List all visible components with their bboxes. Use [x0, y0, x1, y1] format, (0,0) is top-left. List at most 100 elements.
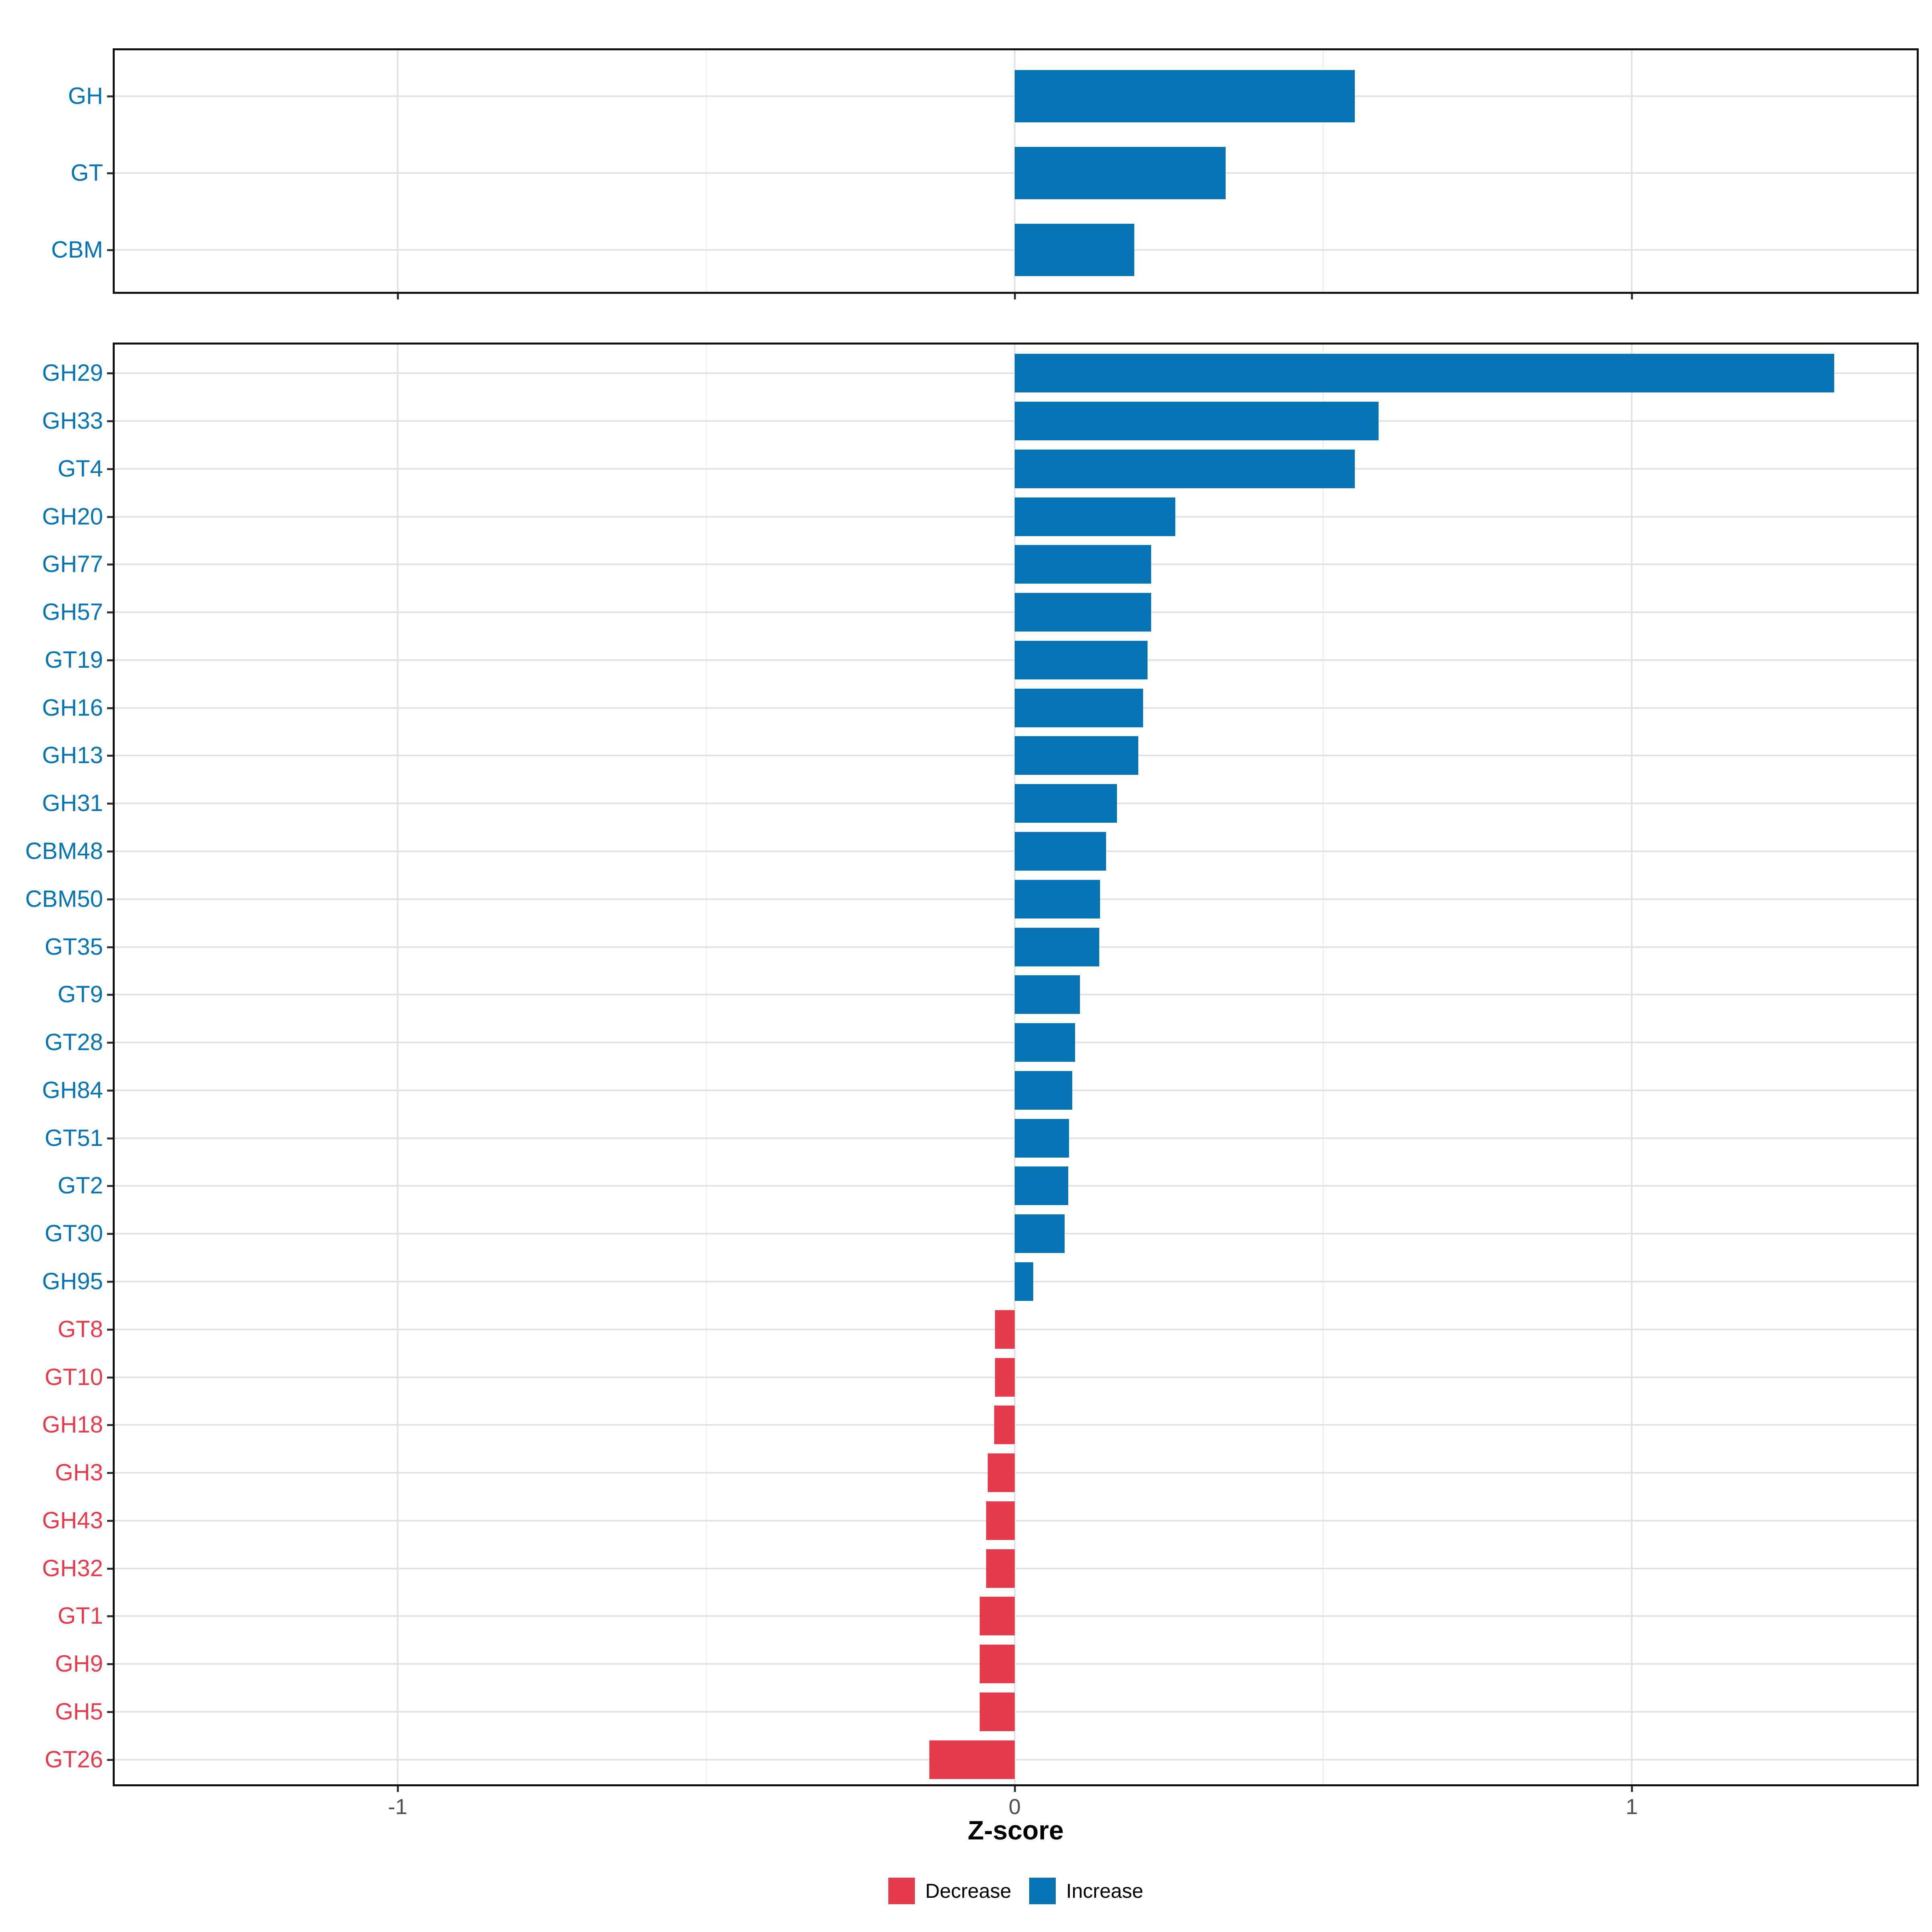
- bar-GT4: [1015, 449, 1355, 488]
- y-tick-mark-GH57: [107, 611, 113, 614]
- bar-CBM48: [1015, 832, 1106, 871]
- category-label-GH13: GH13: [42, 742, 103, 769]
- y-tick-mark-GH18: [107, 1424, 113, 1426]
- bar-GH9: [979, 1645, 1015, 1684]
- category-label-GT1: GT1: [58, 1603, 103, 1629]
- category-label-GT8: GT8: [58, 1316, 103, 1342]
- bar-GH: [1015, 70, 1355, 123]
- bar-GH31: [1015, 784, 1117, 823]
- y-tick-mark-CBM: [107, 249, 113, 251]
- x-tick-label: -1: [388, 1795, 407, 1819]
- y-tick-mark-GH9: [107, 1663, 113, 1666]
- legend-label-decrease: Decrease: [925, 1880, 1011, 1902]
- legend: Decrease Increase: [113, 1871, 1919, 1911]
- bar-GH20: [1015, 497, 1175, 536]
- category-label-GH84: GH84: [42, 1077, 103, 1103]
- category-label-GH29: GH29: [42, 360, 103, 386]
- gridline-major-x: [1631, 345, 1633, 1784]
- category-label-GH77: GH77: [42, 551, 103, 578]
- x-tick-mark: [397, 1786, 399, 1792]
- bar-GH33: [1015, 402, 1379, 441]
- gridline-row-GT8: [115, 1328, 1917, 1330]
- category-label-GT51: GT51: [44, 1125, 103, 1151]
- gridline-major-x: [1631, 50, 1633, 292]
- bar-CBM50: [1015, 879, 1100, 919]
- bar-GT26: [929, 1740, 1015, 1779]
- bar-GH5: [979, 1692, 1015, 1731]
- y-tick-mark-GH95: [107, 1280, 113, 1283]
- gridline-row-GH18: [115, 1424, 1917, 1426]
- x-tick-mark: [1014, 294, 1016, 299]
- x-tick-mark: [1014, 1786, 1016, 1792]
- category-label-GT10: GT10: [44, 1364, 103, 1390]
- legend-label-increase: Increase: [1066, 1880, 1144, 1902]
- y-tick-mark-GH43: [107, 1519, 113, 1522]
- bar-GT2: [1015, 1166, 1069, 1205]
- category-label-GT4: GT4: [58, 455, 103, 482]
- category-label-CBM48: CBM48: [25, 838, 103, 864]
- gridline-minor-x: [706, 345, 707, 1784]
- bar-GT10: [995, 1358, 1015, 1397]
- bar-GH3: [987, 1453, 1015, 1492]
- legend-item-increase: Increase: [1029, 1878, 1144, 1904]
- y-tick-mark-CBM48: [107, 850, 113, 852]
- y-tick-mark-GT35: [107, 946, 113, 948]
- bar-GH57: [1015, 593, 1151, 632]
- y-tick-mark-GT2: [107, 1185, 113, 1187]
- category-label-GH43: GH43: [42, 1507, 103, 1534]
- category-label-GT35: GT35: [44, 933, 103, 960]
- bar-GH13: [1015, 736, 1138, 775]
- gridline-row-GT1: [115, 1615, 1917, 1617]
- y-tick-mark-GH: [107, 95, 113, 98]
- category-label-GT9: GT9: [58, 981, 103, 1008]
- y-tick-mark-GH3: [107, 1472, 113, 1474]
- gridline-row-GH32: [115, 1567, 1917, 1569]
- gridline-minor-x: [706, 50, 707, 292]
- y-tick-mark-GT10: [107, 1376, 113, 1379]
- category-label-GH3: GH3: [55, 1459, 103, 1486]
- bar-GT8: [995, 1310, 1015, 1349]
- gridline-row-GH43: [115, 1519, 1917, 1521]
- bar-GT1: [979, 1597, 1015, 1636]
- y-tick-mark-CBM50: [107, 898, 113, 900]
- bar-GT28: [1015, 1023, 1075, 1062]
- bar-GH18: [994, 1406, 1015, 1445]
- category-label-GT28: GT28: [44, 1029, 103, 1056]
- bar-GH77: [1015, 545, 1151, 584]
- y-tick-mark-GT26: [107, 1759, 113, 1761]
- x-axis-title: Z-score: [968, 1815, 1064, 1845]
- category-label-GT30: GT30: [44, 1220, 103, 1247]
- bar-GH43: [986, 1501, 1015, 1540]
- gridline-major-x: [397, 345, 398, 1784]
- bar-GH95: [1015, 1262, 1033, 1301]
- bar-GH84: [1015, 1071, 1072, 1110]
- category-label-GH18: GH18: [42, 1412, 103, 1438]
- x-tick-mark: [1631, 1786, 1633, 1792]
- category-label-GH: GH: [68, 83, 103, 109]
- category-label-GT: GT: [70, 160, 103, 186]
- bar-GH16: [1015, 688, 1143, 727]
- category-label-GH16: GH16: [42, 694, 103, 721]
- y-tick-mark-GT8: [107, 1328, 113, 1331]
- y-tick-mark-GH32: [107, 1567, 113, 1570]
- y-tick-mark-GT1: [107, 1615, 113, 1618]
- bar-CBM: [1015, 223, 1135, 276]
- gridline-row-GH5: [115, 1711, 1917, 1713]
- gridline-minor-x: [1323, 50, 1324, 292]
- y-tick-mark-GH16: [107, 707, 113, 709]
- bar-GT35: [1015, 927, 1100, 966]
- y-tick-mark-GT9: [107, 994, 113, 996]
- category-label-GT2: GT2: [58, 1172, 103, 1199]
- y-tick-mark-GH33: [107, 420, 113, 423]
- bar-GT30: [1015, 1214, 1065, 1253]
- y-tick-mark-GT: [107, 172, 113, 174]
- category-label-GH95: GH95: [42, 1268, 103, 1294]
- x-tick-label: 0: [1008, 1795, 1021, 1819]
- bar-GT51: [1015, 1119, 1069, 1158]
- panel-cazyme-classes: [113, 48, 1919, 294]
- gridline-row-GT26: [115, 1759, 1917, 1761]
- x-tick-mark: [1631, 294, 1633, 299]
- legend-item-decrease: Decrease: [888, 1878, 1011, 1904]
- category-label-GH31: GH31: [42, 790, 103, 817]
